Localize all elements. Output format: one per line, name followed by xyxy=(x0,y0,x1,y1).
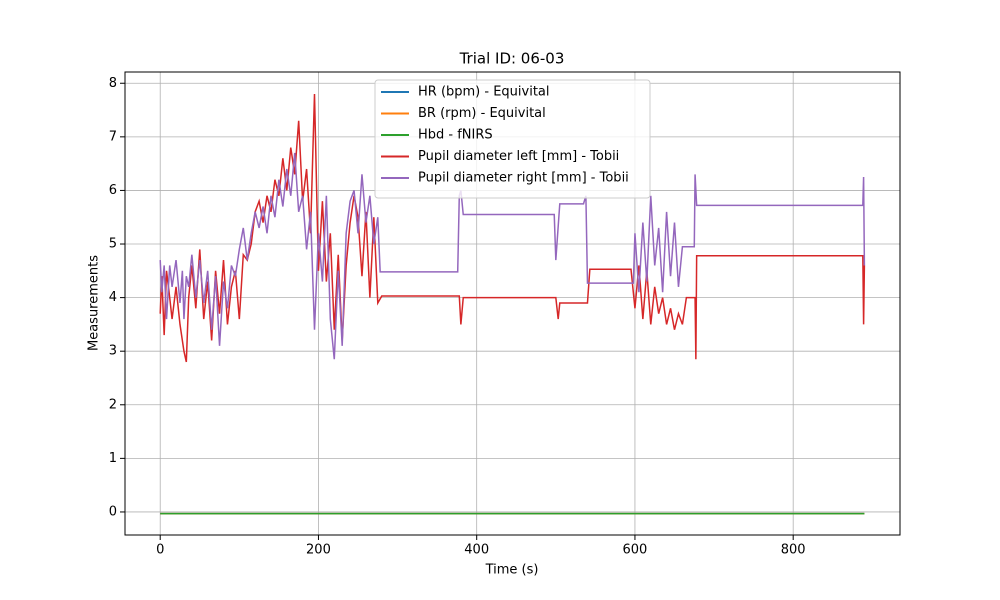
y-tick-label: 5 xyxy=(109,237,117,252)
y-tick-label: 1 xyxy=(109,451,117,466)
y-tick-label: 7 xyxy=(109,129,117,144)
legend-label: BR (rpm) - Equivital xyxy=(418,106,546,121)
y-tick-label: 8 xyxy=(109,76,117,91)
series-line xyxy=(159,152,866,360)
y-axis-label: Measurements xyxy=(87,255,102,351)
series-line xyxy=(159,93,866,363)
y-tick-label: 2 xyxy=(109,397,117,412)
y-tick-label: 3 xyxy=(109,344,117,359)
legend-label: Pupil diameter right [mm] - Tobii xyxy=(418,171,629,186)
legend-label: Hbd - fNIRS xyxy=(418,128,493,143)
y-tick-label: 0 xyxy=(109,504,117,519)
x-tick-label: 400 xyxy=(464,543,489,558)
plot-frame xyxy=(124,71,901,536)
chart-title: Trial ID: 06-03 xyxy=(459,50,565,68)
x-tick-label: 800 xyxy=(781,543,806,558)
y-tick-label: 4 xyxy=(109,290,117,305)
y-tick-label: 6 xyxy=(109,183,117,198)
legend-label: HR (bpm) - Equivital xyxy=(418,85,550,100)
legend-box xyxy=(374,79,651,199)
x-tick-label: 200 xyxy=(306,543,331,558)
legend-label: Pupil diameter left [mm] - Tobii xyxy=(418,149,619,164)
x-tick-label: 0 xyxy=(156,543,164,558)
x-axis-label: Time (s) xyxy=(485,563,539,578)
x-tick-label: 600 xyxy=(623,543,648,558)
